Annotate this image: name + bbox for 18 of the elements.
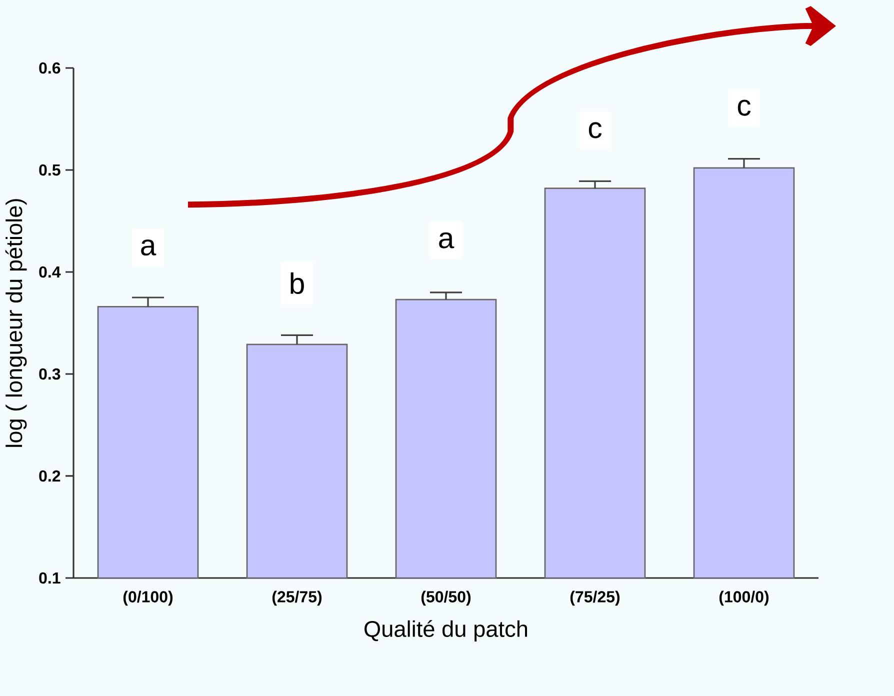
x-tick-label: (75/25) (570, 590, 620, 606)
x-tick-label: (0/100) (123, 590, 173, 606)
y-tick-label: 0.3 (39, 368, 60, 380)
y-tick-label: 0.2 (39, 470, 60, 482)
x-tick-label: (100/0) (719, 590, 769, 606)
y-tick-label: 0.1 (39, 572, 60, 584)
x-tick-label: (50/50) (421, 590, 471, 606)
x-tick-label: (25/75) (272, 590, 322, 606)
annotation: a (439, 232, 454, 248)
annotation: a (141, 239, 156, 256)
annotation: c (738, 100, 751, 116)
x-axis-title: Qualité du patch (364, 620, 528, 642)
y-axis-title: log ( longueur du pétiole) (5, 199, 27, 447)
annotation: c (588, 122, 602, 138)
y-tick-label: 0.6 (39, 62, 60, 74)
annotation: b (290, 272, 304, 294)
y-tick-label: 0.5 (39, 164, 60, 176)
y-tick-label: 0.4 (39, 266, 61, 278)
